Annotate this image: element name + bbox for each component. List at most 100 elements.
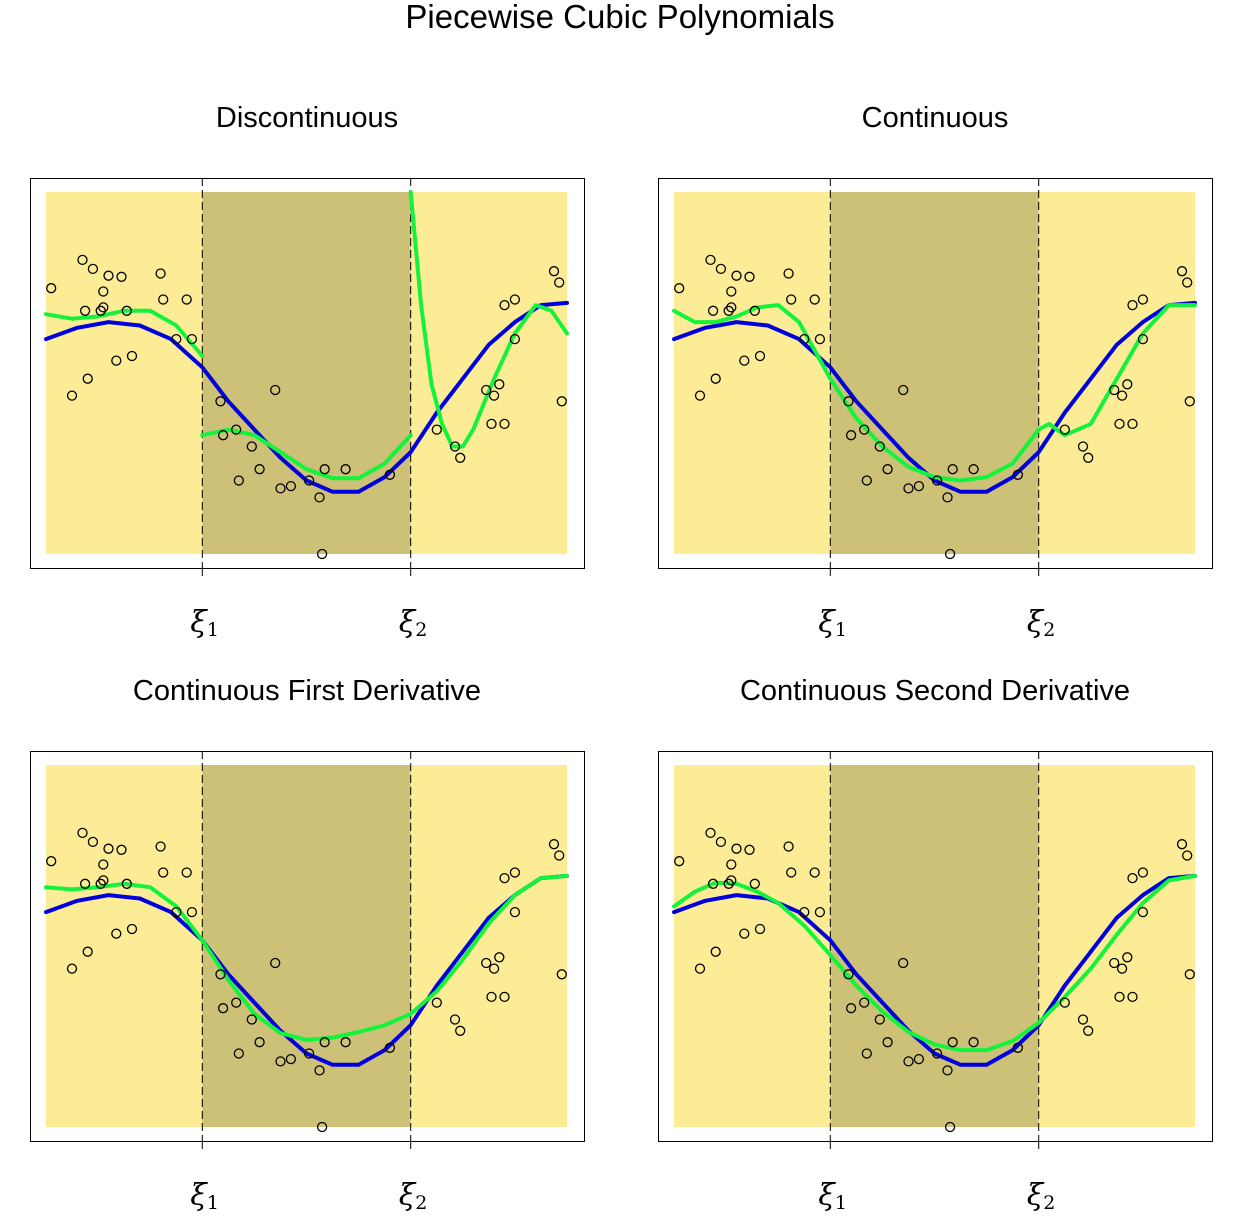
data-point — [1127, 299, 1138, 311]
data-point — [481, 957, 492, 969]
data-point — [340, 464, 351, 475]
data-point — [95, 305, 106, 316]
data-point — [723, 878, 734, 889]
data-point — [340, 1037, 351, 1048]
data-point — [77, 827, 88, 839]
data-point — [739, 928, 750, 939]
data-point — [1059, 424, 1070, 435]
data-point — [944, 1121, 956, 1133]
data-point — [705, 254, 716, 266]
data-point — [694, 963, 706, 974]
data-point — [79, 878, 91, 889]
tick-label-2: ξ2 — [399, 1178, 428, 1214]
data-point — [486, 418, 497, 430]
data-point — [270, 384, 281, 396]
tick-label-1: ξ1 — [818, 605, 847, 641]
data-point — [499, 872, 510, 884]
region-right — [410, 192, 567, 554]
data-point — [903, 483, 914, 494]
data-point — [898, 384, 909, 396]
data-point — [95, 878, 106, 889]
data-point — [1184, 396, 1195, 407]
region-left — [46, 192, 203, 554]
data-point — [494, 952, 505, 963]
data-point — [87, 263, 99, 275]
data-point — [749, 305, 760, 316]
data-point — [968, 1037, 979, 1048]
data-point — [314, 492, 325, 503]
data-point — [217, 430, 229, 441]
fit-curve-segment-1 — [44, 873, 569, 1042]
data-point — [82, 373, 93, 384]
panel-title: Continuous First Derivative — [132, 675, 482, 707]
data-point — [431, 997, 442, 1008]
true-function-curve — [672, 300, 1197, 494]
region-middle — [830, 192, 1039, 554]
data-point — [486, 991, 497, 1003]
data-point — [859, 424, 870, 435]
data-point — [319, 464, 330, 475]
data-point — [98, 302, 109, 313]
data-point — [1083, 452, 1094, 463]
data-point — [449, 1014, 461, 1025]
data-point — [554, 850, 565, 861]
data-point — [1176, 266, 1188, 277]
data-point — [233, 475, 244, 486]
data-point — [316, 1121, 328, 1133]
data-point — [499, 418, 510, 430]
data-point — [931, 475, 943, 486]
region-right — [1038, 192, 1195, 554]
data-point — [744, 844, 755, 855]
fit-curve-segment-1 — [672, 303, 1197, 483]
data-point — [898, 957, 909, 969]
data-point — [707, 878, 719, 889]
tick-label-1: ξ1 — [190, 605, 219, 641]
data-point — [270, 957, 281, 969]
data-point — [1109, 384, 1120, 396]
data-point — [942, 492, 953, 503]
data-point — [316, 548, 328, 560]
data-point — [254, 1037, 265, 1048]
data-point — [1137, 867, 1149, 878]
data-point — [79, 305, 91, 316]
data-point — [1059, 997, 1070, 1008]
data-point — [82, 946, 93, 957]
data-point — [783, 268, 794, 279]
tick-label-2: ξ2 — [399, 605, 428, 641]
data-point — [1182, 850, 1193, 861]
data-point — [171, 906, 182, 918]
data-point — [246, 441, 257, 452]
fit-curve-segment-1 — [672, 873, 1197, 1053]
data-point — [1077, 441, 1089, 452]
data-point — [46, 856, 57, 867]
data-point — [66, 390, 78, 401]
data-point — [98, 286, 109, 297]
chart-continuous-second-derivative: ξ1 ξ2 — [658, 751, 1213, 1214]
data-point — [1137, 294, 1149, 305]
panel-continuous-second-derivative: Continuous Second Derivative ξ1 ξ2 — [658, 675, 1248, 1225]
data-point — [66, 963, 78, 974]
data-point — [707, 305, 719, 316]
panel-title: Discontinuous — [215, 102, 399, 134]
data-point — [455, 452, 466, 463]
data-point — [1137, 906, 1149, 918]
data-point — [931, 1048, 943, 1059]
tick-label-1: ξ1 — [190, 1178, 219, 1214]
data-point — [285, 1053, 297, 1065]
data-point — [674, 283, 685, 294]
data-point — [481, 384, 492, 396]
data-point — [843, 396, 854, 407]
data-point — [494, 379, 505, 390]
data-point — [275, 483, 286, 494]
data-point — [303, 1048, 315, 1059]
data-point — [1122, 379, 1133, 390]
data-point — [1077, 1014, 1089, 1025]
data-point — [694, 390, 706, 401]
data-point — [384, 1042, 396, 1053]
data-point — [726, 286, 737, 297]
data-point — [1012, 469, 1024, 480]
data-point — [314, 1065, 325, 1076]
panel-title: Continuous Second Derivative — [739, 675, 1131, 707]
data-point — [705, 827, 716, 839]
data-point — [46, 283, 57, 294]
